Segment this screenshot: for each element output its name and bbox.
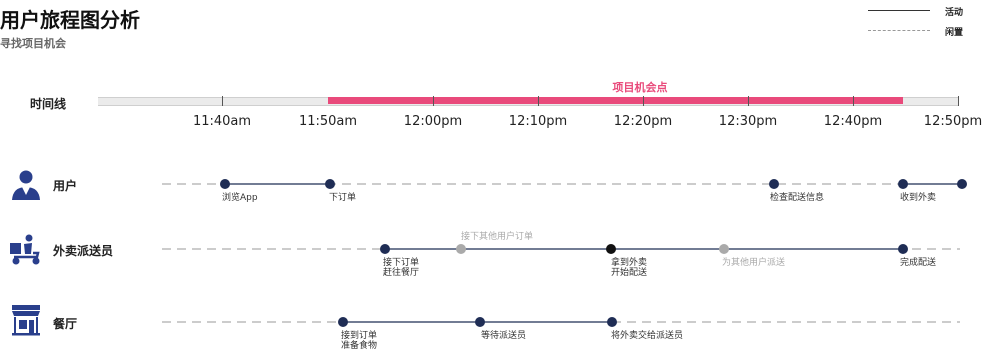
lane-name-restaurant: 餐厅 bbox=[53, 317, 78, 331]
tick-label: 11:40am bbox=[192, 114, 252, 129]
event-dot bbox=[456, 244, 466, 254]
event-label: 下订单 bbox=[329, 193, 357, 203]
delivery-scooter-icon bbox=[10, 234, 40, 265]
event-label: 拿到外卖 bbox=[611, 258, 648, 268]
event-dot bbox=[475, 317, 485, 327]
timeline-tick bbox=[643, 96, 644, 106]
tick-label: 12:50pm bbox=[923, 114, 983, 129]
opportunity-label: 项目机会点 bbox=[612, 81, 668, 94]
event-label: 为其他用户派送 bbox=[722, 258, 786, 268]
legend-active-line bbox=[868, 10, 930, 11]
event-dot bbox=[719, 244, 729, 254]
event-dot bbox=[606, 244, 616, 254]
event-label: 等待派送员 bbox=[481, 331, 527, 341]
timeline-tick bbox=[748, 96, 749, 106]
lane-name-user: 用户 bbox=[53, 179, 78, 193]
tick-label: 12:20pm bbox=[613, 114, 673, 129]
legend-idle-line bbox=[868, 30, 930, 31]
event-dot bbox=[380, 244, 390, 254]
timeline-tick bbox=[958, 96, 959, 106]
tick-label: 12:10pm bbox=[508, 114, 568, 129]
tick-label: 12:40pm bbox=[823, 114, 883, 129]
tick-label: 11:50am bbox=[298, 114, 358, 129]
event-dot bbox=[607, 317, 617, 327]
event-label: 接下其他用户订单 bbox=[461, 232, 534, 242]
event-dot bbox=[325, 179, 335, 189]
event-dot bbox=[957, 179, 967, 189]
event-label: 接下订单 bbox=[383, 258, 420, 268]
event-dot bbox=[338, 317, 348, 327]
timeline-label: 时间线 bbox=[30, 97, 67, 111]
event-label: 收到外卖 bbox=[900, 193, 937, 203]
event-dot bbox=[898, 179, 908, 189]
page-subtitle: 寻找项目机会 bbox=[0, 37, 66, 50]
event-label: 准备食物 bbox=[341, 341, 378, 351]
opportunity-bar bbox=[328, 97, 903, 104]
timeline-tick bbox=[433, 96, 434, 106]
timeline-tick bbox=[222, 96, 223, 106]
timeline-tick bbox=[538, 96, 539, 106]
lane-name-courier: 外卖派送员 bbox=[53, 244, 114, 258]
event-label: 开始配送 bbox=[611, 268, 648, 278]
legend-active-label: 活动 bbox=[945, 8, 964, 18]
event-label: 赶往餐厅 bbox=[383, 268, 420, 278]
event-label: 浏览App bbox=[222, 193, 258, 203]
event-label: 接到订单 bbox=[341, 331, 378, 341]
event-dot bbox=[898, 244, 908, 254]
timeline-tick bbox=[853, 96, 854, 106]
event-label: 将外卖交给派送员 bbox=[611, 331, 684, 341]
legend-idle-label: 闲置 bbox=[945, 28, 964, 38]
restaurant-icon bbox=[12, 305, 40, 336]
event-label: 检查配送信息 bbox=[770, 193, 825, 203]
user-icon bbox=[12, 170, 40, 200]
event-dot bbox=[220, 179, 230, 189]
event-label: 完成配送 bbox=[900, 258, 937, 268]
tick-label: 12:30pm bbox=[718, 114, 778, 129]
tick-label: 12:00pm bbox=[403, 114, 463, 129]
event-dot bbox=[769, 179, 779, 189]
page-title: 用户旅程图分析 bbox=[0, 8, 140, 32]
